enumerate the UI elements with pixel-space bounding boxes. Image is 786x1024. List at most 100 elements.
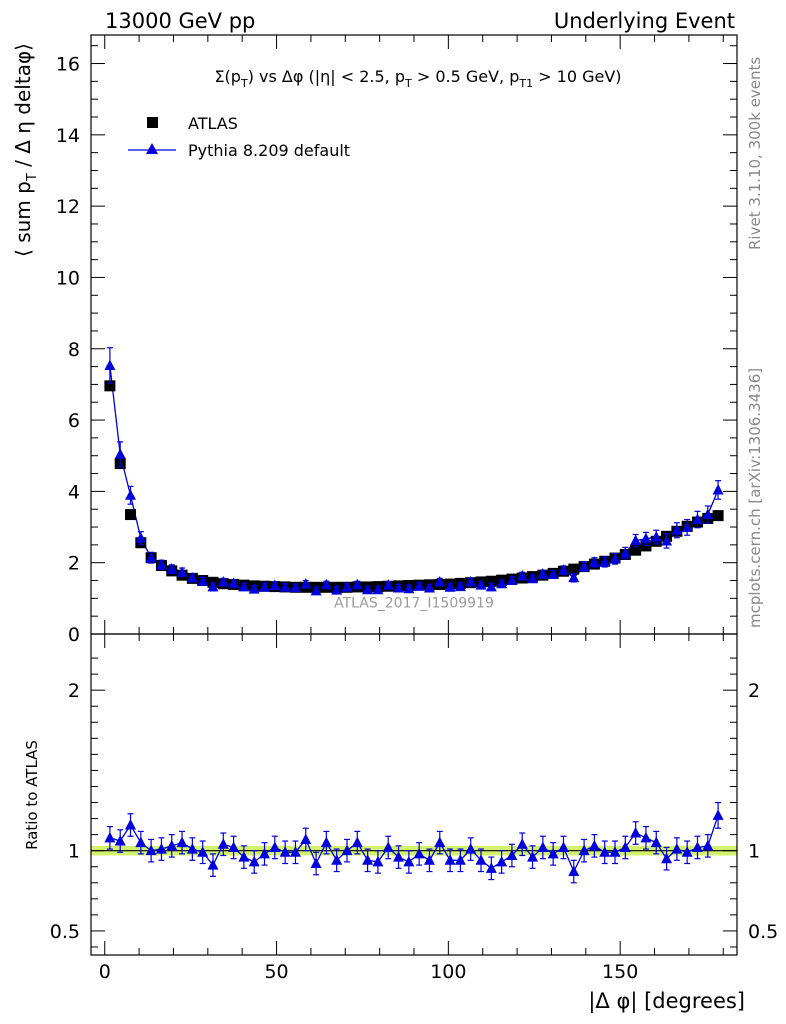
pythia-point [207, 580, 219, 592]
ratio-point [145, 844, 157, 856]
pythia-point [619, 547, 631, 558]
ratio-y-tick-label: 1 [68, 841, 80, 863]
pythia-point [238, 580, 250, 592]
atlas-point [568, 563, 580, 575]
pythia-point [155, 558, 167, 570]
pythia-point [269, 579, 281, 591]
atlas-point [125, 509, 137, 521]
pythia-point [444, 581, 456, 592]
legend: ATLAS Pythia 8.209 default [128, 114, 350, 160]
main-y-axis-label: ⟨ sum pT / Δ η deltaφ⟩ [11, 43, 40, 257]
watermark: ATLAS_2017_I1509919 [334, 595, 494, 611]
pythia-point [393, 582, 405, 593]
ratio-point [207, 859, 219, 870]
pythia-point [506, 574, 518, 586]
ratio-point [423, 854, 435, 865]
ratio-point [650, 836, 662, 848]
pythia-point [423, 582, 435, 593]
ratio-point [599, 846, 611, 857]
pythia-point [578, 560, 590, 572]
pythia-point [599, 555, 611, 567]
ratio-y-tick-label-right: 1 [748, 841, 760, 863]
pythia-point [454, 580, 466, 592]
main-y-tick-label: 2 [68, 553, 80, 575]
legend-marker-atlas [147, 117, 158, 128]
ratio-point [289, 846, 301, 857]
pythia-point [362, 583, 374, 595]
pythia-point [114, 448, 126, 459]
ratio-point [217, 838, 229, 849]
atlas-point [104, 380, 116, 392]
ratio-tick-labels: 0.5 0.5 1 1 2 2 0 50 100 150 [50, 680, 778, 983]
pythia-point [217, 575, 229, 587]
x-axis-label: |Δ φ| [degrees] [588, 989, 745, 1014]
pythia-point [609, 552, 621, 564]
ratio-point [104, 831, 116, 843]
pythia-point [372, 583, 384, 595]
ratio-point [393, 851, 405, 862]
ratio-point [248, 855, 260, 867]
ratio-point [712, 809, 724, 820]
pythia-point [413, 580, 425, 591]
ylabel-part-b: / Δ η deltaφ⟩ [11, 43, 35, 173]
pythia-point [248, 583, 260, 594]
main-y-tick-label: 8 [68, 339, 80, 361]
pythia-point [341, 581, 353, 592]
ratio-plot-frame [90, 633, 738, 956]
ratio-point [351, 836, 363, 848]
pythia-point [537, 568, 549, 579]
legend-label-pythia: Pythia 8.209 default [188, 141, 350, 160]
ylabel-part-a: ⟨ sum p [11, 181, 35, 257]
ratio-point [485, 862, 497, 873]
ratio-point [516, 838, 528, 849]
ratio-point [475, 854, 487, 865]
ratio-y-tick-label: 0.5 [50, 921, 80, 943]
rivet-label: Rivet 3.1.10, 300k events [746, 57, 764, 250]
pythia-point [702, 508, 714, 520]
ratio-point [557, 841, 569, 852]
main-y-tick-label: 10 [56, 267, 80, 289]
ratio-point [269, 841, 281, 852]
ratio-point [310, 857, 322, 869]
ratio-point [362, 854, 374, 865]
ratio-point [300, 833, 312, 844]
pythia-point [279, 581, 291, 592]
ratio-point [661, 852, 673, 864]
ratio-point [155, 843, 167, 854]
ratio-point [279, 846, 291, 857]
ratio-point [547, 847, 559, 859]
pythia-point [176, 566, 188, 577]
pythia-point [228, 577, 240, 588]
pythia-point [259, 581, 271, 592]
pythia-point [650, 531, 662, 542]
ratio-point [372, 855, 384, 867]
title-part-a: Σ(p [214, 67, 241, 86]
ratio-y-tick-label: 2 [68, 680, 80, 702]
pythia-point [125, 489, 137, 500]
ratio-y-axis-label: Ratio to ATLAS [23, 740, 41, 850]
title-sub-1: T [240, 77, 248, 90]
x-tick-label: 150 [602, 961, 638, 983]
ratio-y-tick-label-right: 2 [748, 680, 760, 702]
pythia-point [527, 572, 539, 584]
ratio-point [537, 841, 549, 852]
ratio-point [506, 849, 518, 860]
pythia-point [516, 569, 528, 581]
ratio-data [104, 801, 724, 884]
chart-title: Σ(pT) vs Δφ (|η| < 2.5, pT > 0.5 GeV, pT… [214, 67, 621, 90]
ratio-point [135, 836, 147, 848]
title-sub-3: T1 [518, 77, 533, 90]
pythia-point [434, 575, 446, 587]
legend-label-atlas: ATLAS [188, 114, 238, 133]
pythia-point [289, 581, 301, 593]
title-part-b: ) vs Δφ (|η| < 2.5, p [248, 67, 405, 86]
ratio-point [568, 865, 580, 877]
pythia-point [320, 578, 332, 590]
x-tick-label: 0 [99, 961, 111, 983]
pythia-point [547, 568, 559, 579]
pythia-point [630, 534, 642, 546]
ylabel-sub: T [25, 173, 40, 182]
title-part-c: > 0.5 GeV, p [412, 67, 520, 86]
mcplots-label: mcplots.cern.ch [arXiv:1306.3436] [746, 368, 764, 628]
